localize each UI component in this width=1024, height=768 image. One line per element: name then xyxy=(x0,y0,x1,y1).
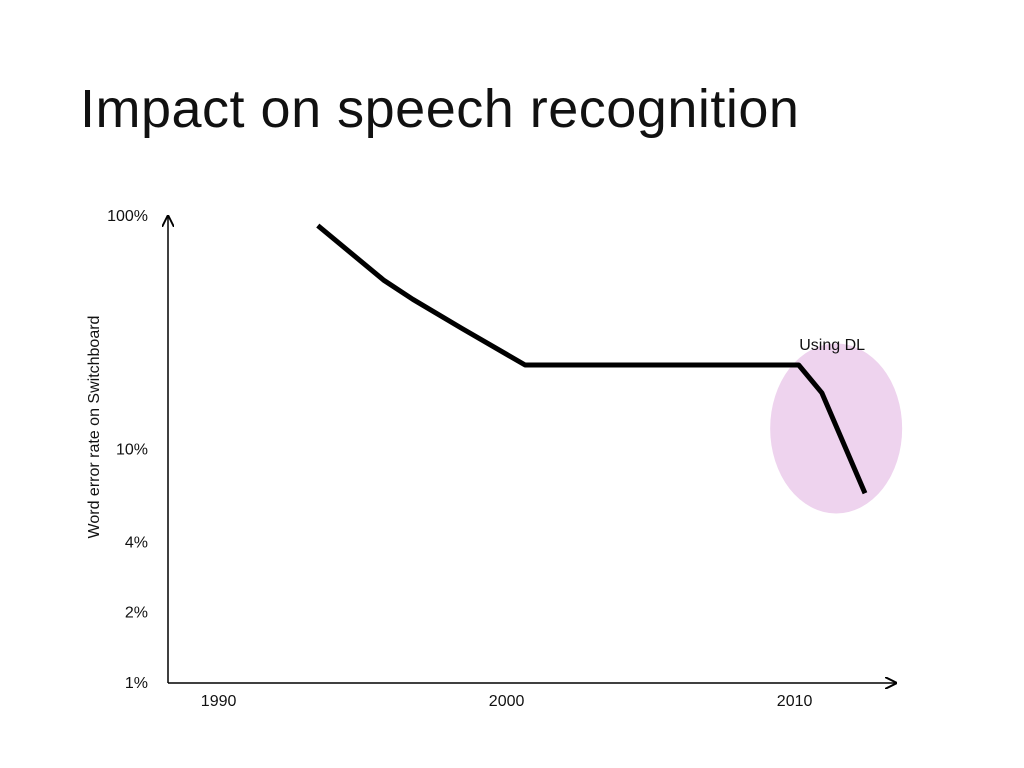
tick-labels: 1% 2% 4% 10% 100% 1990 2000 2010 xyxy=(107,208,812,710)
y-axis-label: Word error rate on Switchboard xyxy=(86,316,103,539)
y-tick-label: 1% xyxy=(125,675,148,692)
series xyxy=(316,223,868,495)
annotations: Using DL xyxy=(799,337,865,354)
y-tick-label: 10% xyxy=(116,442,148,459)
y-tick-label: 100% xyxy=(107,208,148,225)
y-tick-label: 2% xyxy=(125,605,148,622)
page-title: Impact on speech recognition xyxy=(80,79,800,139)
x-tick-label: 1990 xyxy=(201,693,237,710)
x-tick-label: 2010 xyxy=(777,693,813,710)
y-tick-label: 4% xyxy=(125,534,148,551)
x-tick-label: 2000 xyxy=(489,693,525,710)
axes xyxy=(168,215,897,683)
series-line-0 xyxy=(316,223,868,495)
annotation-label-0: Using DL xyxy=(799,337,865,354)
